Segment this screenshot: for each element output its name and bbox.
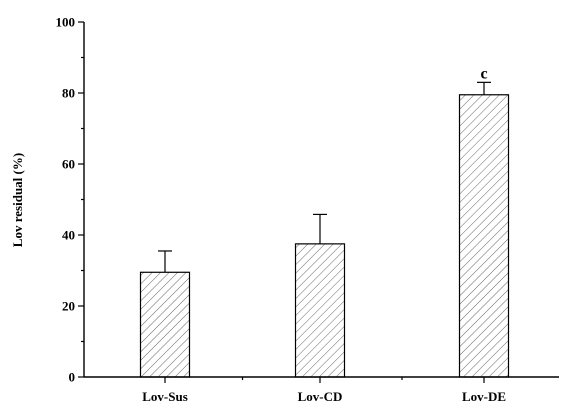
bar-lov-de	[458, 94, 510, 378]
x-tick-label-lov-de: Lov-DE	[462, 389, 506, 404]
y-tick-label: 0	[69, 370, 76, 385]
x-tick-label-lov-cd: Lov-CD	[298, 389, 343, 404]
y-tick-label: 60	[62, 157, 75, 172]
y-tick-label: 40	[62, 228, 75, 243]
y-tick-label: 100	[56, 15, 76, 30]
annotation-lov-de: c	[480, 65, 487, 82]
x-tick-label-lov-sus: Lov-Sus	[142, 389, 188, 404]
axes: Lov-Sus Lov-CD Lov-DE 0 20 40 60 80 100	[56, 15, 559, 404]
bar-lov-cd	[294, 243, 346, 378]
y-tick-label: 80	[62, 86, 75, 101]
bar-lov-sus	[139, 271, 191, 378]
y-axis-label: Lov residual (%)	[10, 153, 25, 247]
y-tick-label: 20	[62, 299, 75, 314]
bars: c	[139, 65, 510, 378]
